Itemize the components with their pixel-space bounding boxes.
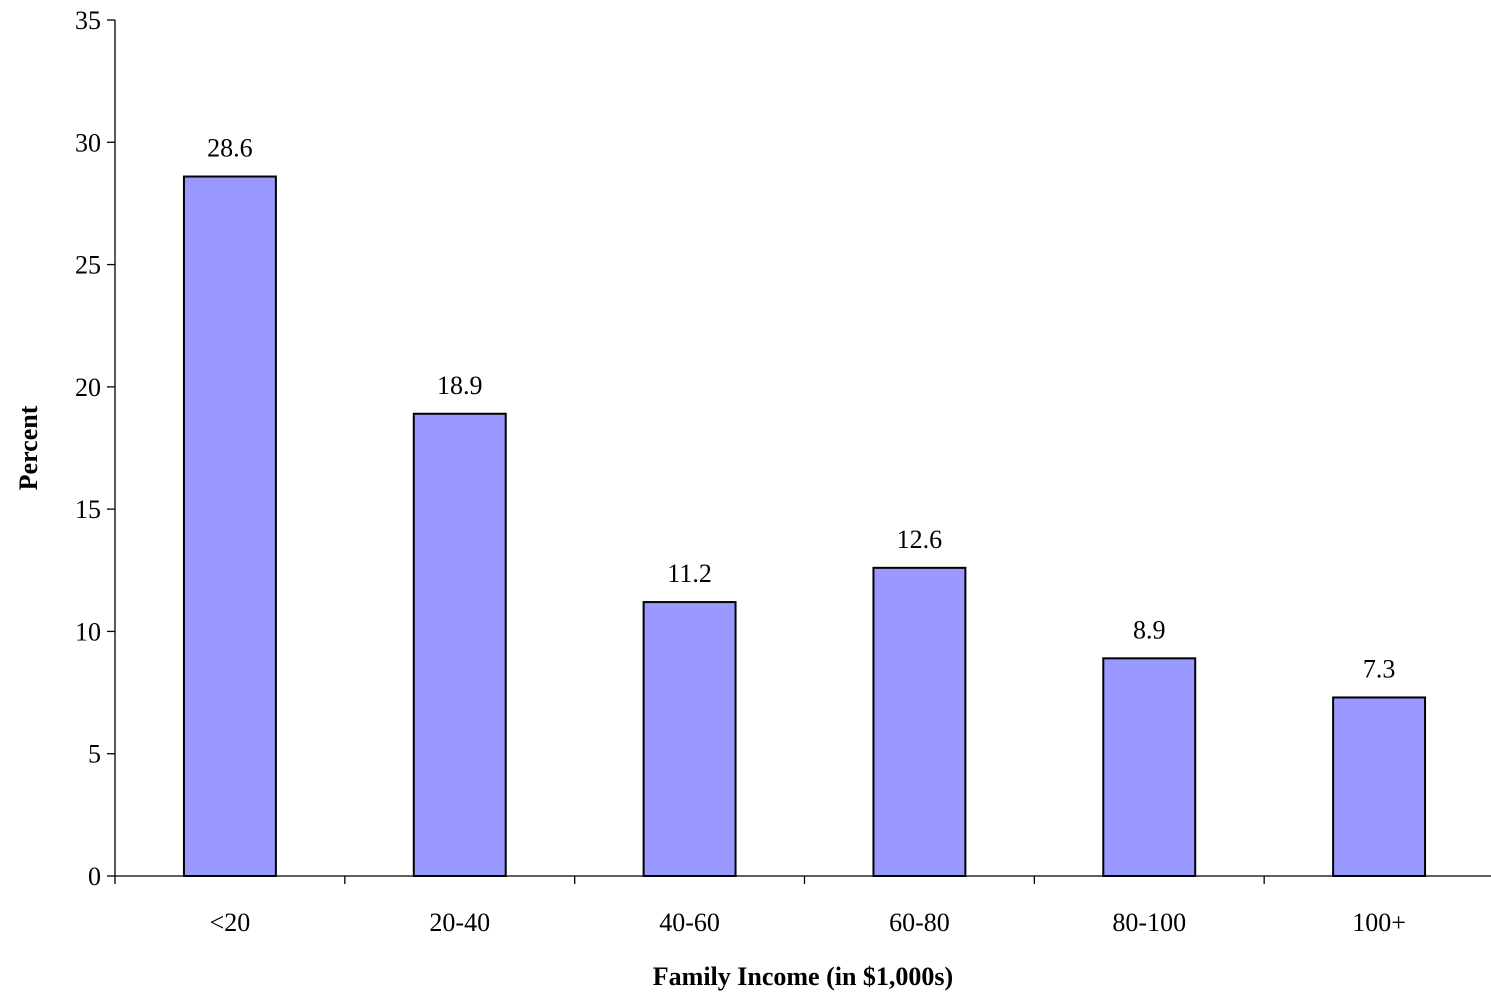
bar bbox=[1102, 657, 1197, 877]
y-tick-label: 30 bbox=[75, 128, 101, 157]
bar-value-label: 12.6 bbox=[897, 525, 943, 554]
x-category-label: 60-80 bbox=[889, 908, 950, 937]
axes-group bbox=[114, 20, 1491, 877]
x-axis-title: Family Income (in $1,000s) bbox=[653, 962, 953, 991]
y-tick-label: 0 bbox=[88, 862, 101, 891]
bar-value-label: 11.2 bbox=[667, 559, 712, 588]
bar-value-label: 28.6 bbox=[207, 134, 253, 163]
y-tick-label: 35 bbox=[75, 6, 101, 35]
x-category-label: 100+ bbox=[1352, 908, 1406, 937]
y-axis-title: Percent bbox=[14, 405, 43, 490]
y-ticks-group: 0 5 10 15 20 25 30 35 bbox=[75, 6, 115, 891]
bar bbox=[872, 566, 967, 878]
x-category-label: 80-100 bbox=[1112, 908, 1186, 937]
bar bbox=[182, 175, 277, 878]
bar-value-label: 8.9 bbox=[1133, 615, 1166, 644]
bar bbox=[642, 601, 737, 878]
y-tick-label: 20 bbox=[75, 373, 101, 402]
y-tick-label: 5 bbox=[88, 740, 101, 769]
x-category-label: 20-40 bbox=[429, 908, 490, 937]
bar bbox=[412, 412, 507, 877]
bar bbox=[1332, 696, 1427, 877]
bar-value-label: 7.3 bbox=[1363, 654, 1396, 683]
bars-group bbox=[182, 175, 1427, 878]
bar-value-label: 18.9 bbox=[437, 371, 483, 400]
y-tick-label: 10 bbox=[75, 617, 101, 646]
x-category-label: <20 bbox=[210, 908, 251, 937]
x-ticks-group: <20 20-40 40-60 60-80 80-100 100+ bbox=[114, 876, 1406, 937]
y-tick-label: 25 bbox=[75, 251, 101, 280]
data-labels-group: 28.6 18.9 11.2 12.6 8.9 7.3 bbox=[207, 134, 1395, 684]
x-category-label: 40-60 bbox=[659, 908, 720, 937]
y-tick-label: 15 bbox=[75, 495, 101, 524]
